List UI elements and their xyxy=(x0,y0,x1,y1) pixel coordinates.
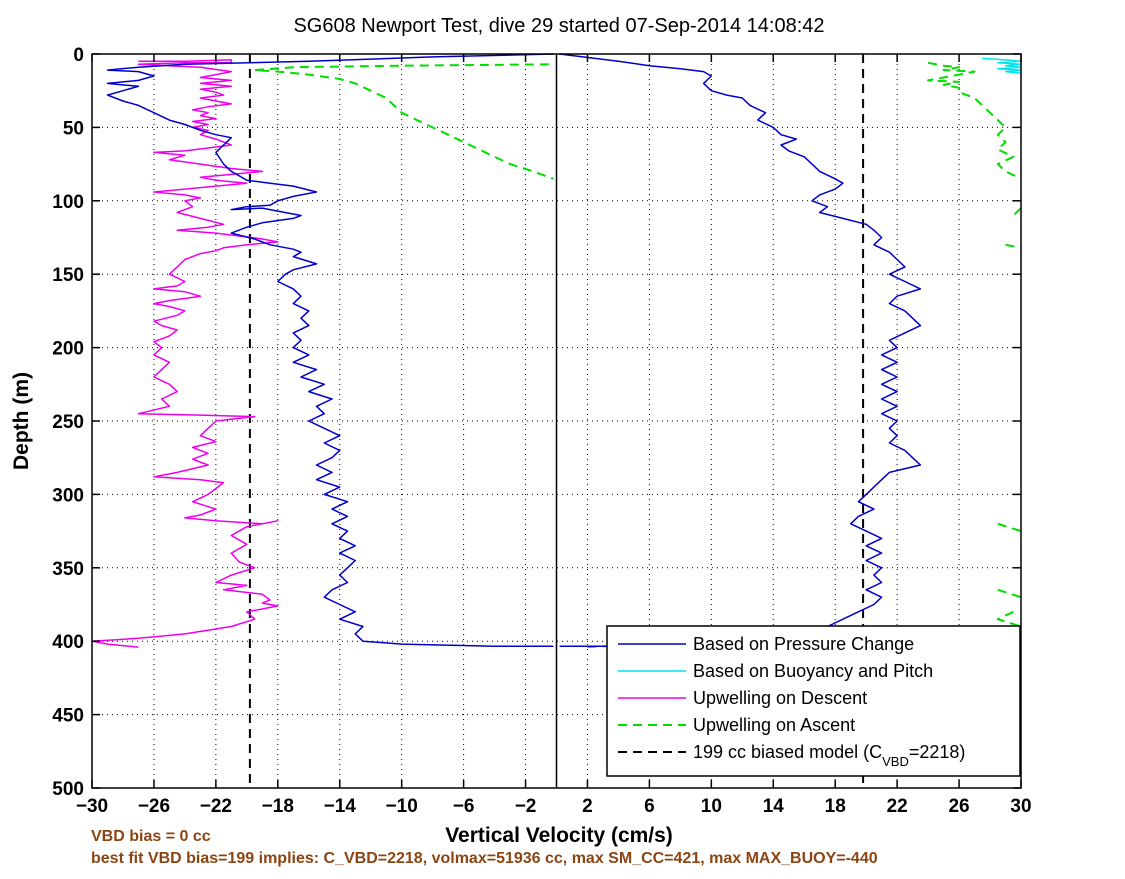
y-tick-label: 200 xyxy=(52,339,84,360)
x-tick-label: −18 xyxy=(262,796,294,817)
x-tick-label: 18 xyxy=(825,796,846,817)
x-tick-label: 10 xyxy=(701,796,722,817)
y-tick-label: 450 xyxy=(52,706,84,727)
vbd-bias-note: VBD bias = 0 cc xyxy=(91,828,211,845)
series-3-segment-0 xyxy=(253,63,554,180)
legend-label-1: Based on Buoyancy and Pitch xyxy=(693,661,933,681)
x-tick-label: −22 xyxy=(200,796,232,817)
legend-box xyxy=(606,625,1021,777)
series-3-segment-2 xyxy=(927,61,1022,180)
best-fit-note: best fit VBD bias=199 implies: C_VBD=221… xyxy=(91,850,878,867)
y-tick-label: 300 xyxy=(52,485,84,506)
series-3-segment-6 xyxy=(997,588,1022,599)
x-tick-label: 30 xyxy=(1010,796,1031,817)
x-tick-label: −14 xyxy=(324,796,357,817)
x-tick-label: −2 xyxy=(515,796,537,817)
series-2-segment-0 xyxy=(91,59,279,648)
y-tick-label: 350 xyxy=(52,559,84,580)
series-0-segment-1 xyxy=(559,53,922,648)
y-tick-label: 500 xyxy=(52,779,84,800)
x-tick-label: 2 xyxy=(582,796,593,817)
legend-label-0: Based on Pressure Change xyxy=(693,634,914,654)
y-tick-label: 0 xyxy=(73,45,84,66)
chart-title: SG608 Newport Test, dive 29 started 07-S… xyxy=(293,15,824,37)
x-axis-label: Vertical Velocity (cm/s) xyxy=(445,824,673,847)
axis-ticks: −30 −26 −22 −18 −14 −10 −6 −2 2 6 10 14 18 22 26 300501… xyxy=(52,45,1031,817)
y-tick-label: 150 xyxy=(52,265,84,286)
series-layer xyxy=(91,53,1022,788)
y-axis-label: Depth (m) xyxy=(10,372,33,470)
x-tick-label: 26 xyxy=(948,796,969,817)
x-tick-label: −26 xyxy=(138,796,170,817)
series-3-segment-3 xyxy=(1012,207,1022,217)
x-tick-label: −10 xyxy=(386,796,418,817)
series-3-segment-5 xyxy=(997,522,1022,533)
x-tick-label: 14 xyxy=(763,796,785,817)
series-1-segment-1 xyxy=(982,57,1022,74)
series-3-segment-7 xyxy=(996,610,1022,628)
legend-label-2: Upwelling on Descent xyxy=(693,688,867,708)
x-tick-label: 6 xyxy=(644,796,655,817)
y-tick-label: 400 xyxy=(52,632,84,653)
x-tick-label: 22 xyxy=(887,796,908,817)
legend-label-3: Upwelling on Ascent xyxy=(693,715,855,735)
y-tick-label: 50 xyxy=(63,118,84,139)
series-3-segment-4 xyxy=(1005,243,1022,249)
series-0-segment-0 xyxy=(106,53,554,648)
legend: Based on Pressure Change Based on Buoyanc… xyxy=(606,625,1021,777)
y-tick-label: 250 xyxy=(52,412,84,433)
y-tick-label: 100 xyxy=(52,192,84,213)
x-tick-label: −6 xyxy=(453,796,475,817)
x-tick-label: −30 xyxy=(76,796,108,817)
